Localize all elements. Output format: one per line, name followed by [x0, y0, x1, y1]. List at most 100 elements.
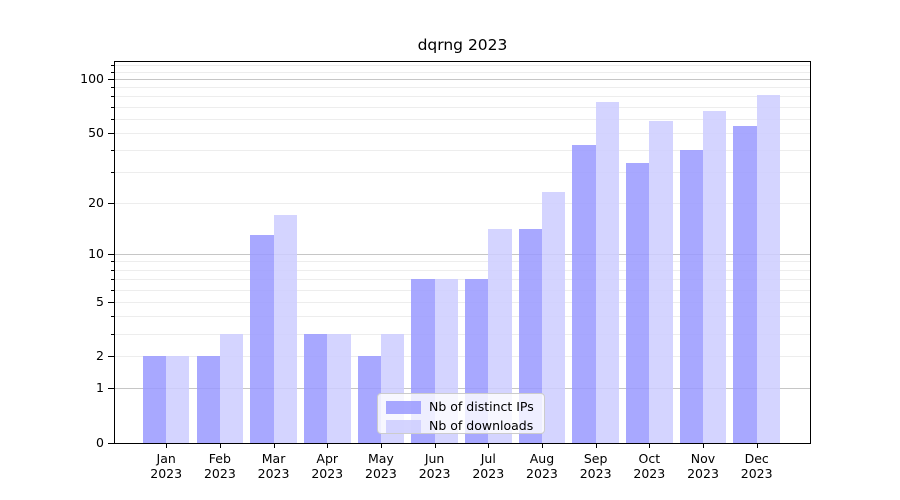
x-tick-mark [756, 443, 758, 448]
bar-downloads [595, 102, 619, 443]
bar-downloads [488, 229, 512, 443]
minor-gridline [115, 118, 810, 120]
legend-label-ips: Nb of distinct IPs [429, 399, 534, 414]
minor-gridline [115, 261, 810, 263]
x-tick-month: Nov [690, 451, 716, 466]
major-gridline [115, 253, 810, 255]
y-tick-label: 0 [96, 435, 104, 450]
bar-downloads [541, 192, 566, 443]
x-tick-month: Mar [261, 451, 286, 466]
y-tick-label: 1 [96, 380, 104, 396]
y-minor-tick-mark [111, 316, 115, 318]
bar-downloads [649, 121, 673, 443]
minor-gridline [115, 356, 810, 358]
x-tick-label: Sep 2023 [566, 451, 626, 481]
y-tick-label: 5 [96, 293, 104, 309]
x-tick-month: Jan [156, 451, 176, 466]
y-minor-tick-mark [111, 71, 115, 73]
x-tick-mark [595, 443, 597, 448]
bar-ips [196, 356, 220, 443]
y-minor-tick-mark [111, 87, 115, 89]
y-minor-tick-mark [111, 269, 115, 271]
minor-gridline [115, 106, 810, 108]
minor-gridline [115, 132, 810, 134]
y-minor-tick-mark [111, 106, 115, 108]
y-tick-label: 10 [88, 245, 104, 261]
y-minor-tick-mark [111, 64, 115, 66]
legend-swatch-ips [386, 400, 421, 414]
bar-ips [679, 150, 703, 443]
minor-gridline [115, 278, 810, 280]
x-tick-label: Apr 2023 [297, 451, 357, 481]
x-tick-month: Sep [583, 451, 608, 466]
y-tick-mark [108, 202, 115, 204]
x-tick-label: Jan 2023 [136, 451, 196, 481]
x-tick-year: 2023 [203, 466, 236, 481]
x-tick-year: 2023 [418, 466, 451, 481]
bar-ips [572, 144, 596, 443]
x-tick-year: 2023 [740, 466, 773, 481]
bar-ips [626, 162, 650, 443]
bar-downloads [756, 95, 780, 443]
x-tick-label: Nov 2023 [673, 451, 733, 481]
y-tick-label: 50 [88, 124, 104, 140]
x-tick-year: 2023 [257, 466, 290, 481]
major-gridline [115, 388, 810, 390]
bar-downloads [219, 333, 244, 443]
x-tick-mark [327, 443, 329, 448]
plot-area [115, 62, 810, 443]
minor-gridline [115, 289, 810, 291]
x-tick-month: Aug [529, 451, 555, 466]
y-minor-tick-mark [111, 150, 115, 152]
x-tick-month: Jul [480, 451, 496, 466]
y-tick-mark [108, 301, 115, 303]
x-tick-year: 2023 [472, 466, 505, 481]
y-minor-tick-mark [111, 278, 115, 280]
x-tick-year: 2023 [365, 466, 397, 481]
bar-ips [303, 333, 328, 443]
legend: Nb of distinct IPs Nb of downloads [377, 393, 545, 434]
legend-swatch-downloads [386, 419, 421, 433]
bar-downloads [273, 215, 297, 443]
minor-gridline [115, 316, 810, 318]
x-tick-mark [488, 443, 490, 448]
y-minor-tick-mark [111, 172, 115, 174]
x-tick-year: 2023 [526, 466, 558, 481]
bar-downloads [327, 333, 351, 443]
y-tick-label: 20 [88, 194, 104, 210]
x-tick-month: Jun [424, 451, 445, 466]
minor-gridline [115, 71, 810, 73]
legend-item-ips: Nb of distinct IPs [386, 400, 544, 414]
x-tick-label: Mar 2023 [244, 451, 304, 481]
bar-downloads [166, 356, 190, 443]
y-minor-tick-mark [111, 261, 115, 263]
x-tick-mark [434, 443, 436, 448]
minor-gridline [115, 172, 810, 174]
minor-gridline [115, 96, 810, 98]
bar-ips [357, 356, 381, 443]
y-minor-tick-mark [111, 333, 115, 335]
x-tick-label: Aug 2023 [512, 451, 572, 481]
y-tick-mark [108, 388, 115, 390]
x-tick-mark [219, 443, 221, 448]
bar-ips [733, 125, 757, 443]
y-tick-label: 100 [80, 71, 104, 86]
x-tick-label: Jul 2023 [458, 451, 518, 481]
x-tick-year: 2023 [633, 466, 666, 481]
x-tick-year: 2023 [579, 466, 612, 481]
x-tick-year: 2023 [687, 466, 719, 481]
x-tick-month: Feb [208, 451, 231, 466]
y-tick-mark [108, 443, 115, 444]
y-minor-tick-mark [111, 289, 115, 291]
minor-gridline [115, 301, 810, 303]
minor-gridline [115, 333, 810, 335]
x-tick-month: Oct [638, 451, 661, 466]
minor-gridline [115, 150, 810, 152]
legend-label-downloads: Nb of downloads [429, 418, 534, 433]
x-tick-label: Feb 2023 [190, 451, 250, 481]
x-tick-mark [541, 443, 543, 448]
chart-title: dqrng 2023 [417, 36, 508, 54]
x-tick-month: Apr [316, 451, 339, 466]
x-tick-month: Dec [744, 451, 769, 466]
